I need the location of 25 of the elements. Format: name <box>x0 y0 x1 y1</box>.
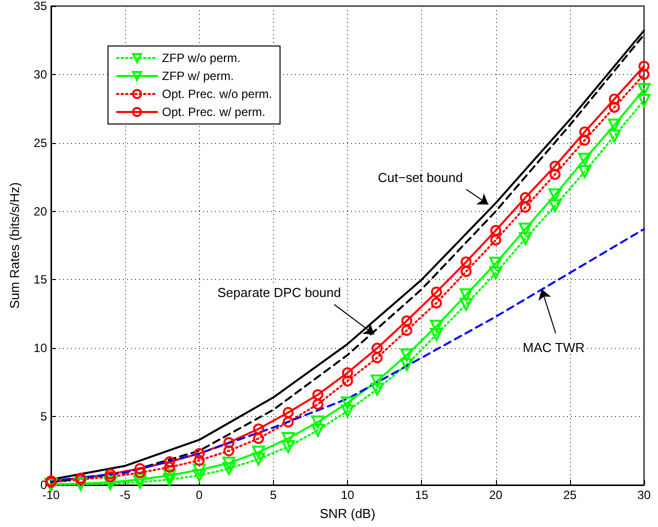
y-tick-label: 25 <box>34 136 48 150</box>
x-tick-label: -10 <box>42 488 60 502</box>
legend-label: Opt. Prec. w/o perm. <box>162 87 272 101</box>
y-tick-label: 10 <box>34 341 48 356</box>
annotation: Cut−set bound <box>378 170 463 185</box>
legend-label: Opt. Prec. w/ perm. <box>162 105 266 119</box>
legend-label: ZFP w/o perm. <box>162 51 240 65</box>
y-tick-label: 30 <box>34 67 48 82</box>
x-tick-label: 20 <box>489 488 503 502</box>
x-tick-label: 0 <box>196 488 203 502</box>
x-tick-label: 30 <box>637 488 651 502</box>
y-tick-label: 35 <box>34 0 48 13</box>
annotation: MAC TWR <box>522 340 585 355</box>
annotation: Separate DPC bound <box>217 284 341 300</box>
x-tick-label: 10 <box>340 488 354 502</box>
legend-label: ZFP w/ perm. <box>162 69 234 83</box>
x-tick-label: 5 <box>270 488 278 502</box>
x-tick-label: -5 <box>120 488 131 502</box>
x-tick-label: 15 <box>414 488 429 502</box>
y-tick-label: 20 <box>34 204 48 218</box>
y-axis-title: Sum Rates (bits/s/Hz) <box>7 182 22 309</box>
x-tick-label: 25 <box>563 488 577 502</box>
x-axis-title: SNR (dB) <box>320 506 376 521</box>
y-tick-label: 15 <box>34 272 48 287</box>
y-tick-label: 5 <box>40 410 48 424</box>
